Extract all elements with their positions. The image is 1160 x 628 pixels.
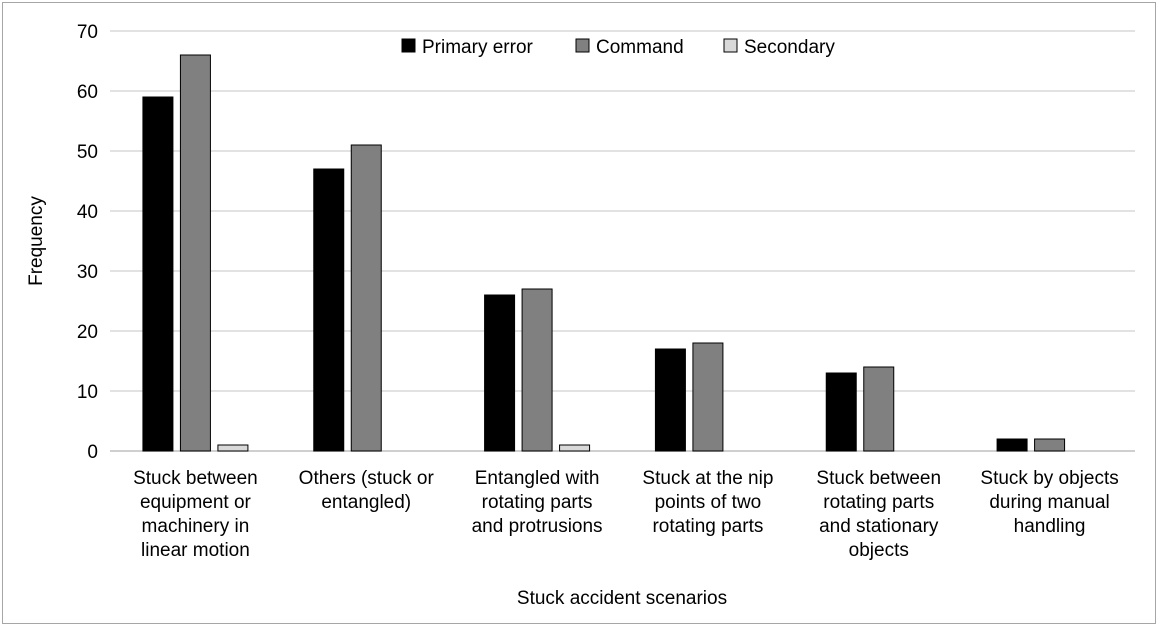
- legend-label-command: Command: [596, 37, 684, 58]
- bar-command-others: [350, 144, 382, 452]
- bar-command-stationary-objects: [863, 366, 895, 452]
- y-tick-label: 50: [77, 142, 98, 163]
- x-category-label: Entangled with rotating parts and protrusi…: [472, 468, 603, 537]
- category-label-line: Stuck by objects: [980, 468, 1118, 489]
- bar-primary-error-linear-motion: [142, 96, 174, 452]
- legend-swatch-primary-error: [401, 38, 416, 53]
- y-tick-label: 30: [77, 262, 98, 283]
- category-label-line: Stuck at the nip: [642, 468, 773, 489]
- bar-secondary-linear-motion: [217, 444, 249, 452]
- x-category-label: Others (stuck or entangled): [299, 468, 435, 513]
- y-axis-ticks: 0 10 20 30 40 50 60 70: [77, 22, 98, 463]
- category-label-line: Stuck between: [133, 468, 258, 489]
- category-label-line: Stuck between: [816, 468, 941, 489]
- bar-primary-error-others: [313, 168, 345, 452]
- bar-primary-error-entangled: [484, 294, 516, 452]
- y-tick-label: 10: [77, 382, 98, 403]
- bar-command-linear-motion: [179, 54, 211, 452]
- bars: [142, 54, 1066, 452]
- category-label-line: during manual: [989, 492, 1109, 513]
- category-label-line: machinery in: [142, 516, 250, 537]
- bar-primary-error-stationary-objects: [825, 372, 857, 452]
- gridlines: [110, 30, 1135, 452]
- legend-label-secondary: Secondary: [744, 37, 835, 58]
- bar-command-manual-handling: [1034, 438, 1066, 452]
- legend: Primary error Command Secondary: [401, 37, 835, 58]
- x-category-label: Stuck by objects during manual handling: [980, 468, 1118, 537]
- y-axis-title: Frequency: [26, 196, 47, 286]
- x-axis-categories: Stuck between equipment or machinery in lin…: [133, 468, 1119, 561]
- x-category-label: Stuck at the nip points of two rotating pa…: [642, 468, 773, 537]
- legend-swatch-secondary: [723, 38, 738, 53]
- bar-primary-error-manual-handling: [996, 438, 1028, 452]
- category-label-line: points of two: [655, 492, 762, 513]
- x-category-label: Stuck between rotating parts and stationar…: [816, 468, 941, 561]
- category-label-line: and protrusions: [472, 516, 603, 537]
- bar-secondary-entangled: [559, 444, 591, 452]
- category-label-line: rotating parts: [652, 516, 763, 537]
- x-axis-title: Stuck accident scenarios: [517, 588, 727, 609]
- y-tick-label: 60: [77, 82, 98, 103]
- x-category-label: Stuck between equipment or machinery in lin…: [133, 468, 258, 561]
- y-tick-label: 40: [77, 202, 98, 223]
- category-label-line: Entangled with: [475, 468, 600, 489]
- y-tick-label: 0: [87, 442, 98, 463]
- category-label-line: objects: [849, 540, 909, 561]
- category-label-line: equipment or: [140, 492, 252, 513]
- bar-command-entangled: [521, 288, 553, 452]
- bar-primary-error-nip-points: [654, 348, 686, 452]
- bar-command-nip-points: [692, 342, 724, 452]
- category-label-line: handling: [1014, 516, 1086, 537]
- category-label-line: entangled): [321, 492, 411, 513]
- category-label-line: and stationary: [819, 516, 939, 537]
- category-label-line: rotating parts: [823, 492, 934, 513]
- category-label-line: linear motion: [141, 540, 250, 561]
- y-tick-label: 20: [77, 322, 98, 343]
- category-label-line: Others (stuck or: [299, 468, 435, 489]
- category-label-line: rotating parts: [482, 492, 593, 513]
- y-tick-label: 70: [77, 22, 98, 43]
- legend-label-primary-error: Primary error: [422, 37, 534, 58]
- legend-swatch-command: [575, 38, 590, 53]
